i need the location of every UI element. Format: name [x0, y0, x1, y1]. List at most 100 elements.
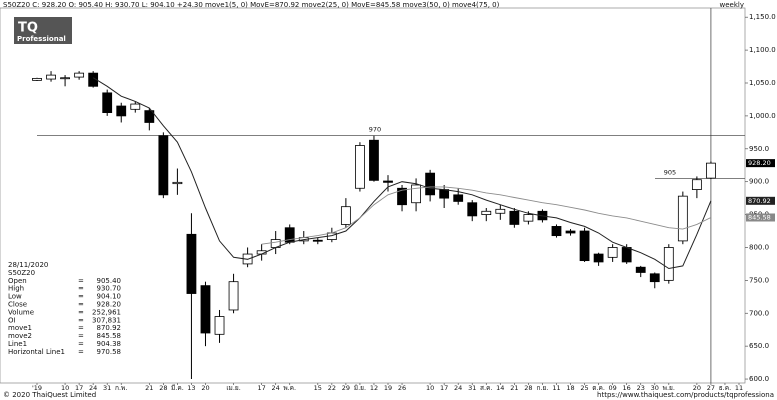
- price-tag-label: 845.58: [748, 213, 771, 221]
- info-label: Open: [8, 277, 27, 285]
- info-label: Close: [8, 301, 27, 309]
- x-tick-label: 24: [454, 384, 462, 392]
- candle-body: [74, 72, 85, 78]
- info-separator: =: [78, 348, 84, 356]
- info-separator: =: [78, 285, 84, 293]
- x-tick-label: 18: [566, 384, 574, 392]
- info-value: 252,961: [92, 308, 121, 316]
- moving-average-line: [92, 77, 712, 270]
- x-tick-label: ธ.ค.: [719, 384, 731, 392]
- candle-body: [425, 172, 436, 196]
- logo-mark: TQ: [18, 21, 38, 36]
- info-label: OI: [8, 316, 16, 324]
- info-value: 905.40: [97, 277, 122, 285]
- x-tick-label: ก.พ.: [115, 384, 127, 392]
- candle-body: [32, 77, 42, 81]
- candle-body: [607, 247, 618, 258]
- info-label: High: [8, 285, 24, 293]
- candle-body: [663, 247, 674, 281]
- info-separator: =: [78, 316, 84, 324]
- x-tick-label: 28: [524, 384, 532, 392]
- candle-body: [649, 273, 660, 283]
- info-separator: =: [78, 324, 84, 332]
- info-separator: =: [78, 277, 84, 285]
- info-label: Volume: [8, 308, 34, 316]
- candle-body: [172, 181, 183, 185]
- candle-body: [453, 194, 464, 202]
- x-tick-label: เม.ย.: [226, 384, 240, 392]
- candle-body: [495, 208, 506, 214]
- info-value: 970.58: [97, 348, 122, 356]
- candle-body: [200, 285, 211, 334]
- candle-body: [369, 139, 379, 181]
- y-tick-label: 1,050.0: [749, 79, 776, 87]
- x-tick-label: 27: [707, 384, 715, 392]
- timeframe: weekly: [720, 1, 744, 9]
- candle-body: [397, 187, 407, 206]
- candle-body: [355, 145, 365, 189]
- info-label: move1: [8, 324, 32, 332]
- candle-body: [214, 316, 225, 335]
- candle-body: [523, 214, 534, 222]
- x-tick-label: '19: [32, 384, 42, 392]
- candle-body: [635, 266, 646, 273]
- y-tick-label: 800.0: [749, 243, 769, 251]
- candle-body: [46, 74, 56, 80]
- info-value: 307,831: [92, 316, 121, 324]
- info-value: 904.10: [97, 293, 122, 301]
- info-separator: =: [78, 332, 84, 340]
- price-tag: [746, 213, 775, 222]
- info-label: Line1: [8, 340, 27, 348]
- info-separator: =: [78, 308, 84, 316]
- x-tick-label: 11: [735, 384, 743, 392]
- x-tick-label: 30: [651, 384, 659, 392]
- info-symbol: S50Z20: [8, 269, 35, 277]
- moving-average-line: [261, 186, 712, 245]
- y-tick-label: 750.0: [749, 276, 769, 284]
- logo-text: Professional: [17, 35, 66, 43]
- info-separator: =: [78, 293, 84, 301]
- x-tick-label: 29: [342, 384, 350, 392]
- candle-body: [116, 105, 127, 117]
- x-tick-label: พ.ค.: [283, 384, 296, 392]
- x-tick-label: 17: [440, 384, 448, 392]
- x-tick-label: 17: [75, 384, 83, 392]
- candle-body: [102, 92, 113, 114]
- candle-body: [706, 162, 716, 179]
- y-tick-label: 650.0: [749, 342, 769, 350]
- candle-body: [186, 233, 197, 294]
- x-tick-label: 28: [159, 384, 167, 392]
- info-value: 845.58: [97, 332, 122, 340]
- x-tick-label: ต.ค.: [592, 384, 605, 392]
- x-tick-label: มี.ค.: [171, 384, 184, 392]
- x-tick-label: 21: [510, 384, 518, 392]
- candle-body: [383, 180, 393, 183]
- candle-body: [158, 135, 169, 196]
- x-tick-label: ส.ค.: [480, 384, 492, 392]
- info-label: move2: [8, 332, 32, 340]
- candle-body: [677, 195, 688, 242]
- price-tag: [746, 159, 775, 168]
- x-tick-label: 25: [580, 384, 588, 392]
- y-tick-label: 600.0: [749, 375, 769, 383]
- x-tick-label: 31: [468, 384, 476, 392]
- x-tick-label: 10: [61, 384, 69, 392]
- x-tick-label: 16: [623, 384, 631, 392]
- candle-body: [144, 110, 155, 123]
- x-tick-label: 24: [272, 384, 280, 392]
- info-value: 904.38: [97, 340, 122, 348]
- horizontal-line-label: 970: [369, 126, 381, 134]
- y-tick-label: 1,100.0: [749, 46, 776, 54]
- price-tag-label: 928.20: [748, 159, 771, 167]
- logo-box: [14, 17, 72, 44]
- candle-body: [60, 77, 70, 80]
- candle-body: [467, 202, 478, 217]
- candle-body: [691, 179, 702, 190]
- candle-body: [621, 247, 632, 263]
- x-tick-label: 21: [145, 384, 153, 392]
- candle-body: [228, 281, 239, 311]
- candle-body: [411, 184, 421, 204]
